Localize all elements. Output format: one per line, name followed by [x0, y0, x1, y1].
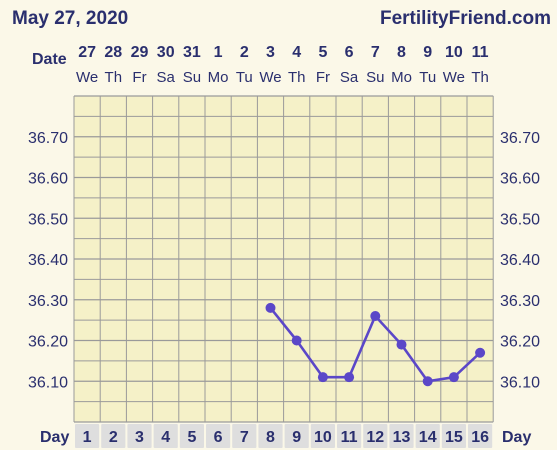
- y-tick-label-left: 36.50: [28, 211, 68, 228]
- day-cell: [153, 424, 178, 448]
- weekday-label: Th: [105, 69, 123, 86]
- day-cell: [284, 424, 309, 448]
- day-number-label: 2: [109, 429, 118, 446]
- day-cell: [441, 424, 466, 448]
- weekday-label: Sa: [157, 69, 176, 86]
- day-cell: [415, 424, 440, 448]
- y-tick-label-right: 36.30: [500, 293, 540, 310]
- y-tick-label-right: 36.50: [500, 211, 540, 228]
- day-cell: [310, 424, 335, 448]
- y-tick-label-right: 36.70: [500, 130, 540, 147]
- day-number-label: 6: [214, 429, 223, 446]
- day-number-label: 16: [471, 429, 489, 446]
- date-label: 9: [423, 44, 432, 61]
- date-label: 5: [318, 44, 327, 61]
- day-cell: [101, 424, 126, 448]
- y-tick-label-left: 36.10: [28, 374, 68, 391]
- day-cell: [337, 424, 362, 448]
- day-row-label-left: Day: [40, 429, 69, 446]
- day-cell: [75, 424, 100, 448]
- weekday-label: Th: [288, 69, 306, 86]
- weekday-label: Fr: [132, 69, 146, 86]
- y-tick-label-right: 36.40: [500, 252, 540, 269]
- weekday-label: Sa: [340, 69, 359, 86]
- date-label: 10: [445, 44, 463, 61]
- day-number-label: 9: [292, 429, 301, 446]
- weekday-label: Mo: [208, 69, 229, 86]
- temperature-point: [344, 372, 355, 383]
- temperature-point: [422, 376, 433, 387]
- day-number-label: 1: [83, 429, 92, 446]
- weekday-label: Tu: [236, 69, 253, 86]
- y-tick-label-left: 36.40: [28, 252, 68, 269]
- day-number-label: 8: [266, 429, 275, 446]
- temperature-point: [291, 335, 302, 346]
- weekday-label: We: [76, 69, 98, 86]
- chart-date-header: May 27, 2020: [12, 8, 129, 29]
- date-label: 8: [397, 44, 406, 61]
- day-cell: [468, 424, 493, 448]
- weekday-label: Su: [366, 69, 384, 86]
- date-label: 29: [131, 44, 149, 61]
- day-cell: [179, 424, 204, 448]
- weekday-label: We: [259, 69, 281, 86]
- day-number-label: 3: [135, 429, 144, 446]
- weekday-label: Su: [183, 69, 201, 86]
- temperature-point: [317, 372, 328, 383]
- weekday-label: Th: [471, 69, 489, 86]
- y-tick-label-right: 36.20: [500, 334, 540, 351]
- temperature-point: [396, 339, 407, 350]
- temperature-point: [265, 302, 276, 313]
- site-name-header: FertilityFriend.com: [379, 8, 551, 29]
- day-row-label-right: Day: [502, 429, 531, 446]
- date-label: 7: [371, 44, 380, 61]
- y-tick-label-left: 36.30: [28, 293, 68, 310]
- date-label: 1: [214, 44, 223, 61]
- date-label: 31: [183, 44, 201, 61]
- day-cell: [258, 424, 283, 448]
- date-label: 11: [472, 44, 489, 61]
- date-label: 6: [345, 44, 354, 61]
- day-cell: [232, 424, 257, 448]
- day-number-label: 11: [341, 429, 358, 446]
- temperature-point: [475, 347, 486, 358]
- date-label: 4: [292, 44, 301, 61]
- day-cell: [127, 424, 152, 448]
- day-cell: [363, 424, 388, 448]
- weekday-label: We: [443, 69, 465, 86]
- day-number-label: 14: [419, 429, 437, 446]
- date-label: 28: [104, 44, 122, 61]
- y-tick-label-right: 36.60: [500, 171, 540, 188]
- weekday-label: Fr: [316, 69, 330, 86]
- y-tick-label-left: 36.20: [28, 334, 68, 351]
- weekday-label: Tu: [419, 69, 436, 86]
- date-row-label: Date: [32, 51, 67, 68]
- day-number-label: 13: [393, 429, 411, 446]
- date-label: 30: [157, 44, 175, 61]
- date-label: 2: [240, 44, 249, 61]
- y-tick-label-right: 36.10: [500, 374, 540, 391]
- temperature-point: [370, 311, 381, 322]
- day-number-label: 4: [161, 429, 170, 446]
- day-cell: [389, 424, 414, 448]
- weekday-label: Mo: [391, 69, 412, 86]
- day-number-label: 15: [445, 429, 463, 446]
- day-number-label: 5: [187, 429, 196, 446]
- date-label: 3: [266, 44, 275, 61]
- day-number-label: 10: [314, 429, 332, 446]
- date-label: 27: [78, 44, 96, 61]
- day-number-label: 12: [366, 429, 384, 446]
- temperature-point: [448, 372, 459, 383]
- day-cell: [206, 424, 231, 448]
- y-tick-label-left: 36.60: [28, 171, 68, 188]
- y-tick-label-left: 36.70: [28, 130, 68, 147]
- day-number-label: 7: [240, 429, 249, 446]
